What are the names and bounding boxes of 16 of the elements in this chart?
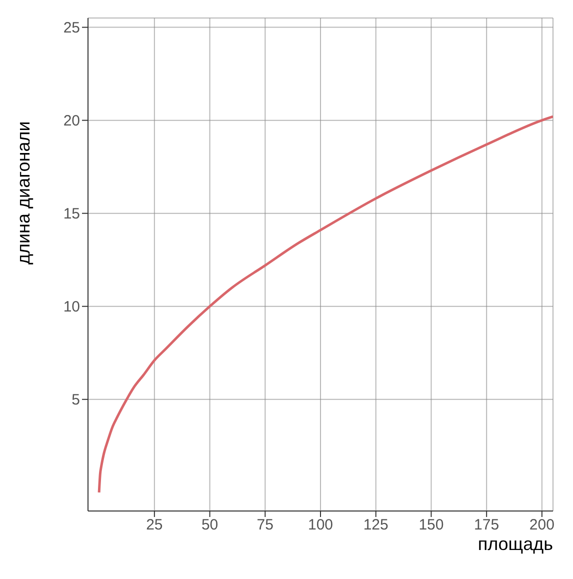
x-tick-label: 100 xyxy=(308,516,334,534)
x-tick-label: 200 xyxy=(529,516,554,534)
x-tick-label: 150 xyxy=(418,516,444,534)
x-tick-label: 175 xyxy=(474,516,500,534)
x-axis-title: площадь xyxy=(478,534,553,554)
y-tick-label: 15 xyxy=(63,206,80,223)
y-tick-label: 5 xyxy=(72,392,80,409)
y-tick-label: 25 xyxy=(63,20,80,37)
x-tick-label: 125 xyxy=(363,516,388,534)
line-series xyxy=(98,115,553,494)
x-tick-label: 25 xyxy=(146,516,163,534)
y-tick-label: 20 xyxy=(63,112,80,130)
x-tick-label: 50 xyxy=(201,516,218,534)
x-tick-label: 75 xyxy=(256,516,274,534)
y-axis-title: длина диагонали xyxy=(13,121,34,264)
y-tick-label: 10 xyxy=(63,298,80,316)
